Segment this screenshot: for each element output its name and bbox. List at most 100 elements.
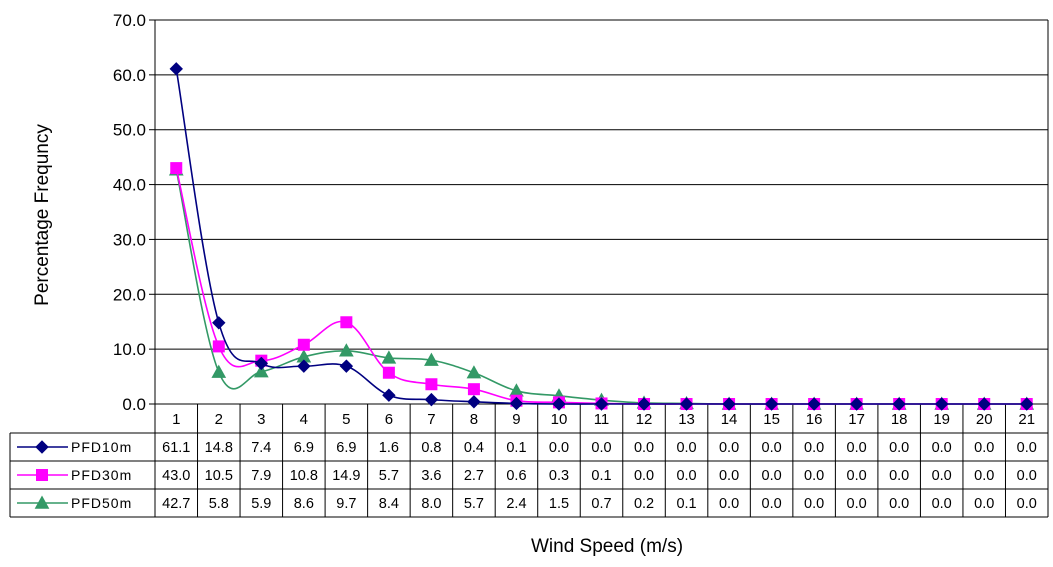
x-tick-label: 3 [257, 411, 265, 428]
data-table-cell: 0.1 [676, 496, 696, 512]
data-table-cell: 0.0 [719, 468, 739, 484]
data-table-cell: 0.0 [676, 440, 696, 456]
data-table-cell: 0.2 [634, 496, 654, 512]
data-point-pfd10m [467, 395, 481, 409]
gridlines [155, 19, 1048, 350]
data-point-pfd10m [722, 397, 736, 411]
data-table-cell: 0.0 [634, 440, 654, 456]
data-point-pfd50m [381, 350, 397, 364]
data-table-cell: 1.6 [379, 440, 399, 456]
data-table-cell: 0.0 [804, 496, 824, 512]
data-point-pfd10m [212, 316, 226, 330]
data-table-cell: 0.0 [762, 440, 782, 456]
data-point-pfd10m [977, 397, 991, 411]
data-table-cell: 43.0 [162, 468, 190, 484]
data-table-cell: 0.0 [889, 496, 909, 512]
y-tick-label: 70.0 [113, 11, 146, 30]
data-table-cell: 2.4 [506, 496, 526, 512]
data-point-pfd30m [425, 378, 438, 391]
series-lines [168, 62, 1035, 411]
data-table-cell: 0.0 [932, 468, 952, 484]
data-point-pfd30m [212, 340, 225, 353]
data-table-cell: 1.5 [549, 496, 569, 512]
data-point-pfd30m [467, 383, 480, 396]
y-axis-label: Percentage Frequncy [32, 124, 53, 306]
x-tick-label: 21 [1018, 411, 1035, 428]
data-table-cell: 0.1 [506, 440, 526, 456]
y-tick-label: 60.0 [113, 66, 146, 85]
data-table-cell: 0.0 [932, 440, 952, 456]
data-table-cell: 0.0 [889, 468, 909, 484]
x-tick-label: 9 [512, 411, 520, 428]
data-table-cell: 0.0 [634, 468, 654, 484]
data-table-cell: 0.3 [549, 468, 569, 484]
data-table-cell: 0.6 [506, 468, 526, 484]
x-tick-label: 1 [172, 411, 180, 428]
legend-marker-pfd30m [36, 469, 48, 481]
y-tick-label: 30.0 [113, 230, 146, 249]
data-point-pfd50m [253, 364, 269, 378]
x-tick-label: 8 [470, 411, 478, 428]
data-table-cell: 3.6 [421, 468, 441, 484]
data-point-pfd50m [211, 364, 227, 378]
data-table-cell: 5.7 [464, 496, 484, 512]
y-tick-label: 0.0 [122, 395, 146, 414]
data-point-pfd10m [339, 359, 354, 373]
y-axis: 0.0 10.0 20.0 30.0 40.0 50.0 60.0 70.0 [113, 11, 1049, 414]
data-point-pfd10m [764, 397, 779, 411]
x-tick-label: 15 [763, 411, 780, 428]
data-table-cell: 0.0 [847, 496, 867, 512]
data-point-pfd10m [594, 397, 609, 411]
data-table-cell: 0.0 [974, 440, 994, 456]
x-tick-label: 16 [806, 411, 823, 428]
legend-marker-pfd50m [34, 495, 50, 509]
data-table-cell: 0.0 [1017, 468, 1037, 484]
data-table-cell: 8.0 [421, 496, 441, 512]
data-table-cell: 5.8 [209, 496, 229, 512]
data-point-pfd10m [934, 397, 949, 411]
x-tick-label: 18 [891, 411, 908, 428]
data-table-cell: 0.1 [591, 468, 611, 484]
data-table-cell: 0.0 [974, 468, 994, 484]
data-point-pfd10m [509, 396, 524, 411]
data-point-pfd10m [424, 392, 439, 407]
y-tick-label: 50.0 [113, 121, 146, 140]
data-table-cell: 0.4 [464, 440, 484, 456]
data-table-cell: 0.0 [804, 440, 824, 456]
data-table-cell: 9.7 [336, 496, 356, 512]
data-table-cell: 14.9 [332, 468, 360, 484]
data-table-cell: 0.7 [591, 496, 611, 512]
data-point-pfd10m [1020, 397, 1034, 411]
data-table-cell: 14.8 [205, 440, 233, 456]
data-table-cell: 0.0 [762, 468, 782, 484]
data-table-cell: 42.7 [162, 496, 190, 512]
data-table-cell: 61.1 [162, 440, 190, 456]
data-point-pfd30m [382, 366, 395, 379]
data-table-cell: 0.8 [421, 440, 441, 456]
data-point-pfd50m [339, 343, 354, 357]
data-table-cell: 6.9 [336, 440, 356, 456]
data-table-cell: 0.0 [591, 440, 611, 456]
x-tick-label: 7 [427, 411, 435, 428]
y-tick-label: 20.0 [113, 285, 146, 304]
data-point-pfd50m [466, 365, 482, 379]
data-table-cell: 0.0 [804, 468, 824, 484]
data-table-cell: 8.6 [294, 496, 314, 512]
data-table-cell: 8.4 [379, 496, 399, 512]
x-tick-label: 6 [385, 411, 393, 428]
x-tick-label: 4 [300, 411, 308, 428]
y-tick-label: 10.0 [113, 340, 146, 359]
data-table-cell: 5.9 [251, 496, 271, 512]
x-tick-label: 2 [215, 411, 223, 428]
data-point-pfd10m [807, 397, 821, 411]
data-table-cell: 0.0 [1017, 496, 1037, 512]
data-table-cell: 0.0 [847, 440, 867, 456]
data-point-pfd10m [382, 388, 396, 402]
x-tick-label: 10 [551, 411, 568, 428]
x-tick-label: 19 [933, 411, 950, 428]
data-table-cell: 6.9 [294, 440, 314, 456]
data-table-cell: 0.0 [932, 496, 952, 512]
data-point-pfd10m [254, 356, 269, 371]
